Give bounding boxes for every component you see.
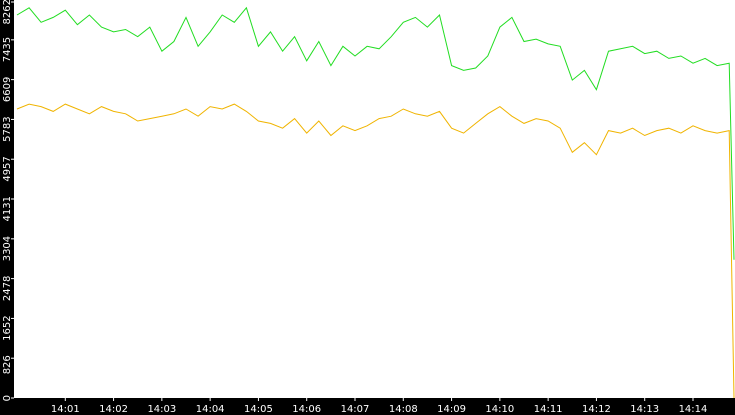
series-line: [16, 6, 735, 260]
y-tick-label: 826: [2, 355, 13, 374]
y-tick-label: 6609: [2, 77, 13, 102]
x-tick-label: 14:09: [437, 404, 466, 415]
y-tick-label: 3304: [2, 236, 13, 261]
x-tick-label: 14:12: [582, 404, 611, 415]
x-tick-label: 14:10: [485, 404, 514, 415]
x-tick-label: 14:05: [244, 404, 273, 415]
y-tick-label: 0: [2, 395, 13, 401]
y-tick-label: 4131: [2, 196, 13, 221]
x-tick-label: 14:03: [147, 404, 176, 415]
x-tick-label: 14:04: [196, 404, 225, 415]
x-tick-label: 14:08: [389, 404, 418, 415]
y-tick-label: 7435: [2, 37, 13, 62]
y-tick-label: 4957: [2, 156, 13, 181]
y-tick-label: 1652: [2, 315, 13, 340]
x-tick-label: 14:02: [99, 404, 128, 415]
series-line: [16, 103, 735, 399]
x-tick-label: 14:07: [341, 404, 370, 415]
x-tick-label: 14:01: [51, 404, 80, 415]
x-tick-label: 14:13: [630, 404, 659, 415]
x-tick-label: 14:14: [679, 404, 708, 415]
y-tick-label: 8262: [2, 0, 13, 24]
x-tick-label: 14:11: [534, 404, 563, 415]
y-tick-label: 5783: [2, 116, 13, 141]
x-tick-label: 14:06: [292, 404, 321, 415]
y-tick-label: 2478: [2, 276, 13, 301]
plot-area: [14, 0, 735, 398]
